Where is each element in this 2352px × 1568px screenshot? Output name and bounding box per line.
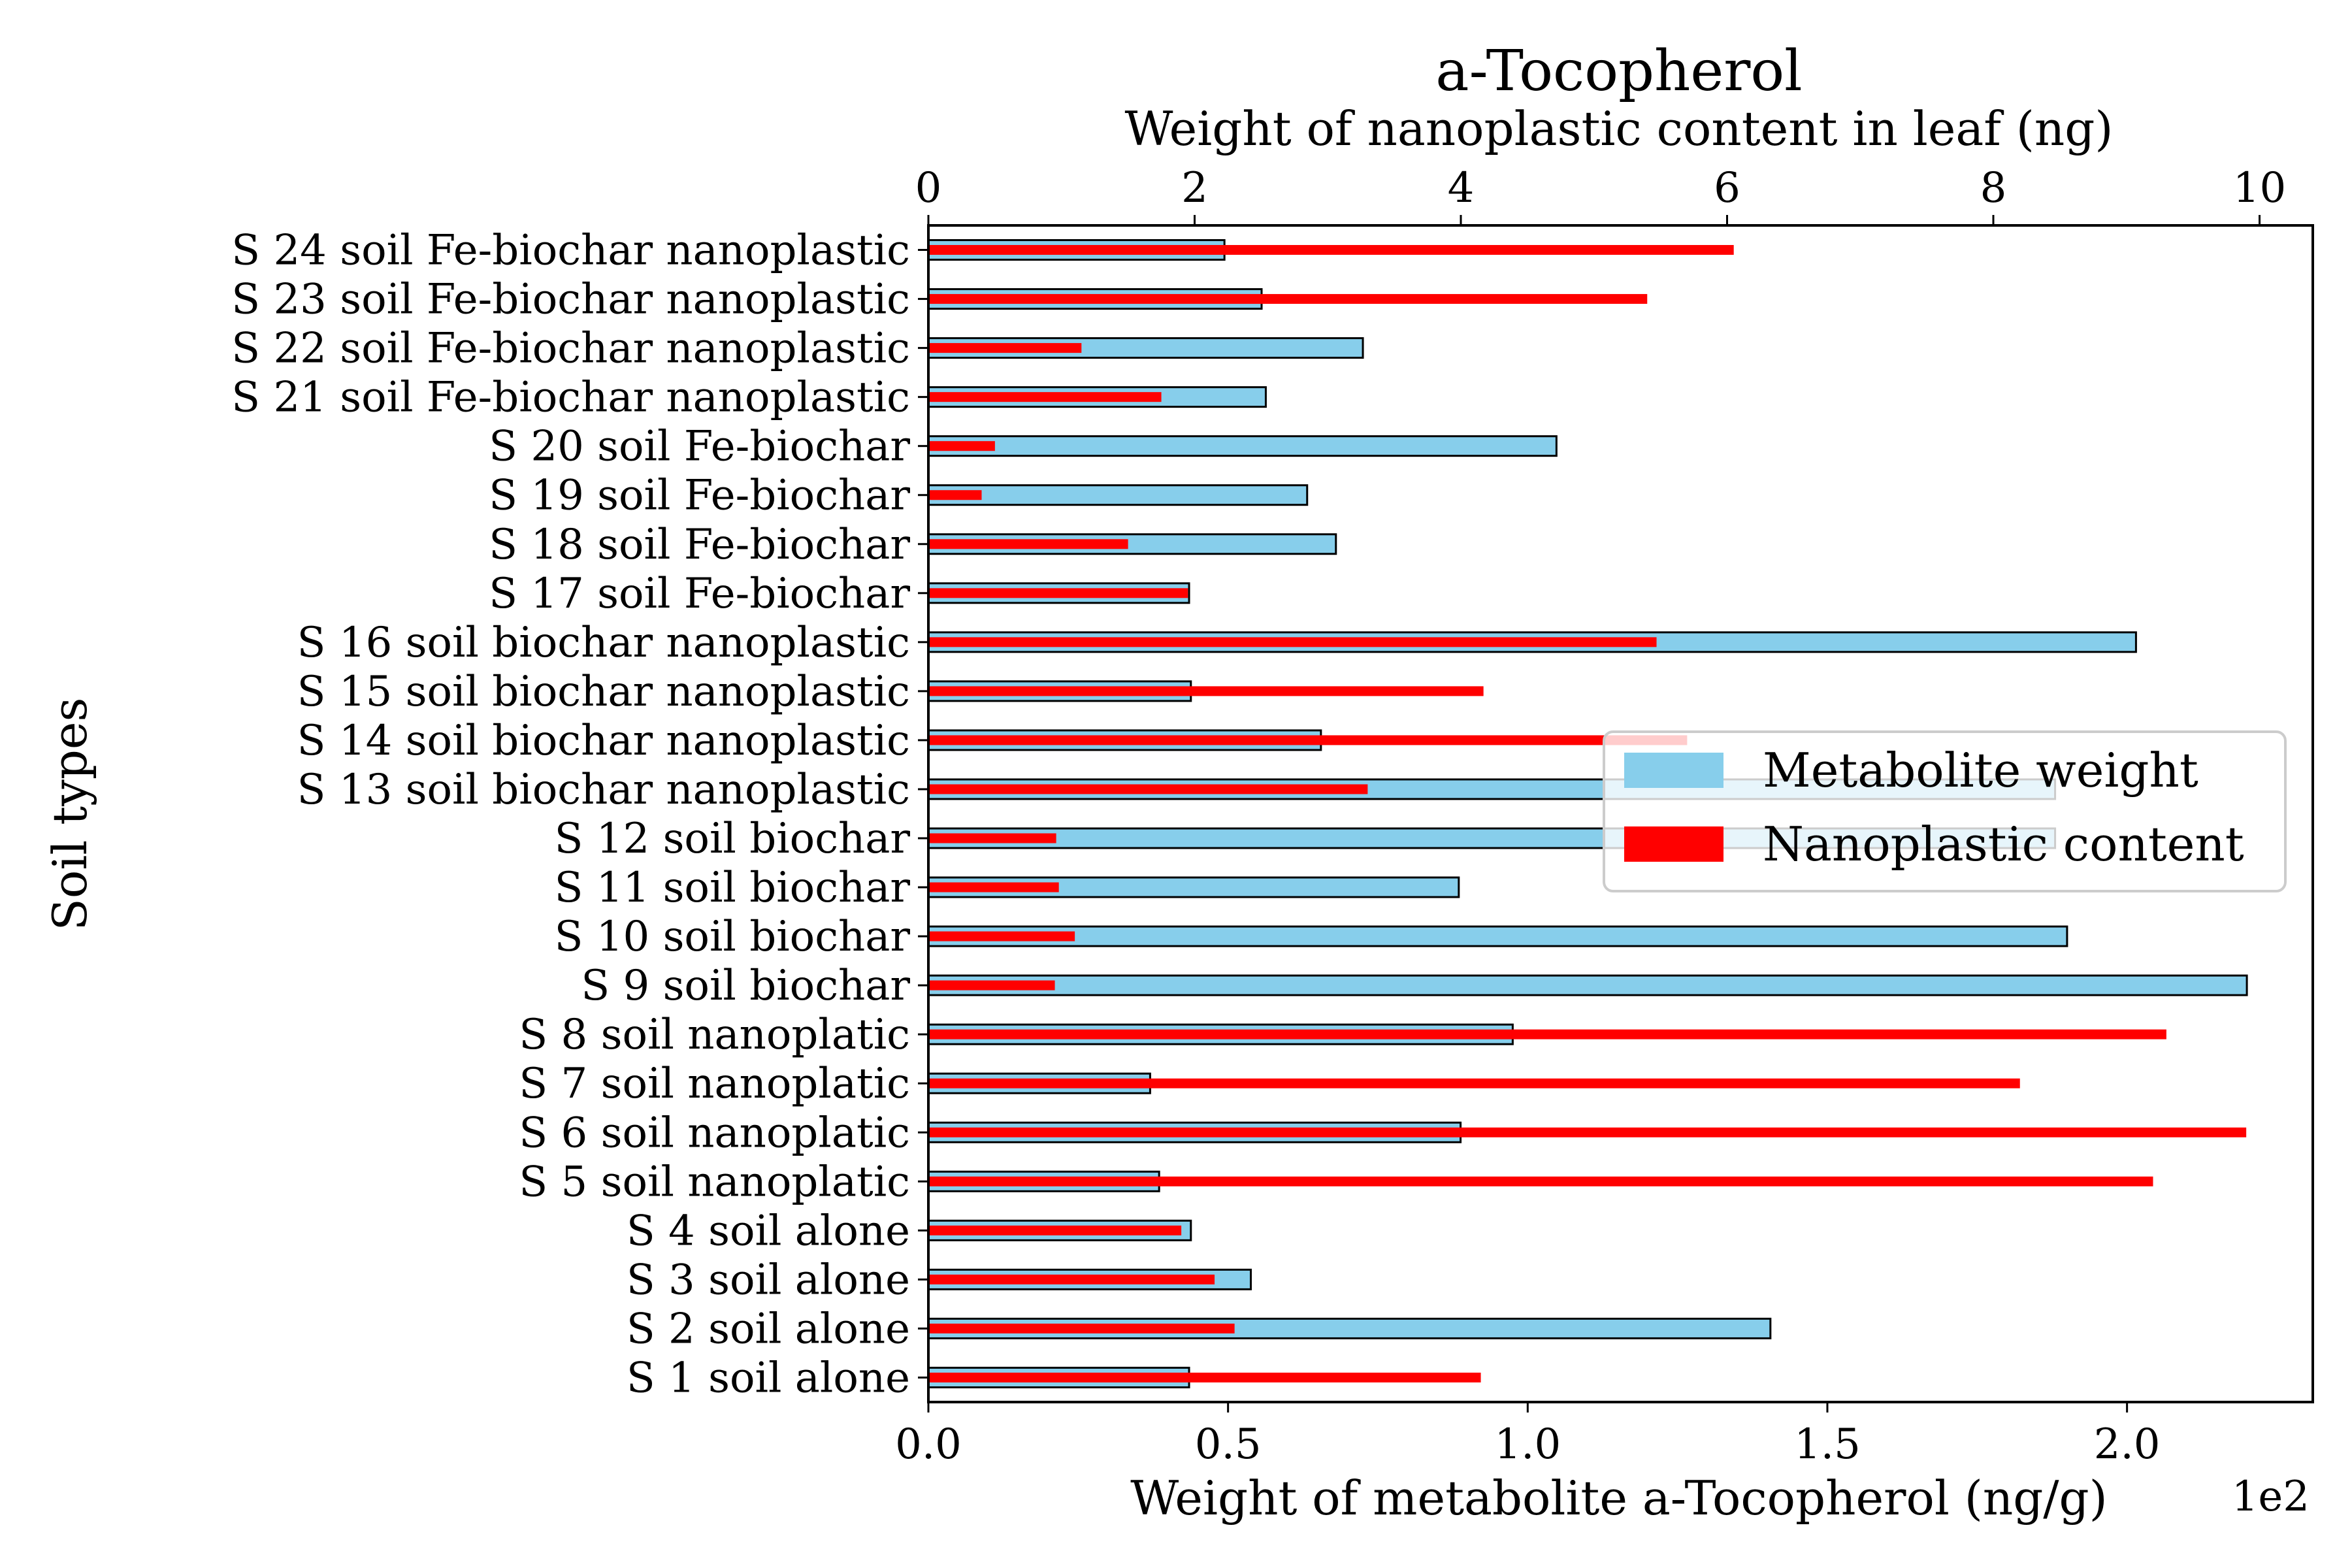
- bottom-axis: 0.0 0.5 1.0 1.5 2.0: [895, 1402, 2161, 1469]
- category-label: S 13 soil biochar nanoplastic: [297, 766, 910, 814]
- nanoplastic-bar: [928, 1078, 2020, 1088]
- nanoplastic-bar: [928, 931, 1075, 941]
- bottom-tick-label: 2.0: [2094, 1420, 2161, 1469]
- nanoplastic-bar: [928, 441, 995, 451]
- nanoplastic-bar: [928, 1127, 2247, 1137]
- category-label: S 21 soil Fe-biochar nanoplastic: [231, 374, 910, 422]
- category-label: S 4 soil alone: [627, 1207, 910, 1255]
- category-label: S 9 soil biochar: [581, 962, 910, 1010]
- nanoplastic-bar: [928, 1372, 1481, 1382]
- category-label: S 8 soil nanoplatic: [519, 1011, 910, 1059]
- category-label: S 22 soil Fe-biochar nanoplastic: [231, 325, 910, 373]
- category-label: S 15 soil biochar nanoplastic: [297, 668, 910, 716]
- category-label: S 1 soil alone: [627, 1354, 910, 1402]
- nanoplastic-bar: [928, 539, 1128, 549]
- bottom-tick-label: 1.5: [1794, 1420, 1861, 1469]
- nanoplastic-bar: [928, 686, 1484, 696]
- plot-frame: [927, 224, 2314, 1403]
- category-label: S 2 soil alone: [627, 1305, 910, 1353]
- nanoplastic-bar: [928, 784, 1368, 794]
- nanoplastic-bar: [928, 1176, 2153, 1186]
- metabolite-bar: [927, 484, 1309, 506]
- legend-label-nanoplastic: Nanoplastic content: [1763, 817, 2244, 872]
- category-label: S 3 soil alone: [627, 1256, 910, 1304]
- nanoplastic-bar: [928, 490, 982, 500]
- nanoplastic-bar: [928, 833, 1056, 843]
- metabolite-bar: [927, 925, 2068, 947]
- category-label: S 7 soil nanoplatic: [519, 1060, 910, 1108]
- bottom-axis-offset-label: 1e2: [2232, 1473, 2310, 1521]
- nanoplastic-bar: [928, 343, 1082, 353]
- top-axis-title: Weight of nanoplastic content in leaf (n…: [1125, 101, 2114, 156]
- legend-swatch-metabolite: [1624, 753, 1723, 788]
- bottom-axis-title: Weight of metabolite a-Tocopherol (ng/g): [1130, 1471, 2107, 1526]
- nanoplastic-bar: [928, 637, 1657, 647]
- bottom-tick-label: 0.0: [895, 1420, 962, 1469]
- top-tick-label: 4: [1448, 164, 1475, 212]
- category-label: S 12 soil biochar: [555, 815, 911, 863]
- legend-label-metabolite: Metabolite weight: [1763, 743, 2198, 798]
- legend-swatch-nanoplastic: [1624, 826, 1723, 862]
- top-tick-label: 0: [915, 164, 942, 212]
- category-label: S 18 soil Fe-biochar: [489, 521, 910, 569]
- category-label: S 23 soil Fe-biochar nanoplastic: [231, 276, 910, 324]
- nanoplastic-bar: [928, 245, 1734, 255]
- bottom-tick-label: 1.0: [1494, 1420, 1561, 1469]
- legend: Metabolite weight Nanoplastic content: [1603, 730, 2287, 892]
- top-tick-label: 6: [1714, 164, 1740, 212]
- category-label: S 20 soil Fe-biochar: [489, 423, 910, 471]
- nanoplastic-bar: [928, 735, 1688, 745]
- category-label: S 11 soil biochar: [555, 864, 911, 912]
- top-axis: 0 2 4 6 8 10: [915, 164, 2286, 225]
- category-label: S 10 soil biochar: [555, 913, 911, 961]
- category-label: S 24 soil Fe-biochar nanoplastic: [231, 227, 910, 275]
- category-label: S 14 soil biochar nanoplastic: [297, 717, 910, 765]
- category-label: S 17 soil Fe-biochar: [489, 570, 910, 618]
- category-label: S 6 soil nanoplatic: [519, 1109, 910, 1157]
- bottom-tick-label: 0.5: [1195, 1420, 1262, 1469]
- nanoplastic-bar: [928, 882, 1059, 892]
- nanoplastic-bar: [928, 1274, 1215, 1284]
- nanoplastic-bars: [928, 245, 2247, 1382]
- nanoplastic-bar: [928, 588, 1188, 598]
- top-tick-label: 8: [1980, 164, 2007, 212]
- nanoplastic-bar: [928, 294, 1648, 304]
- nanoplastic-bar: [928, 980, 1055, 990]
- category-label: S 19 soil Fe-biochar: [489, 472, 910, 520]
- metabolite-bar: [927, 974, 2248, 996]
- category-label: S 5 soil nanoplatic: [519, 1158, 910, 1206]
- nanoplastic-bar: [928, 1225, 1182, 1235]
- top-tick-label: 2: [1181, 164, 1208, 212]
- nanoplastic-bar: [928, 1029, 2166, 1039]
- top-tick-label: 10: [2233, 164, 2286, 212]
- nanoplastic-bar: [928, 1323, 1235, 1333]
- chart-title: a-Tocopherol: [1435, 39, 1802, 104]
- legend-frame: [1603, 730, 2287, 892]
- category-axis-title: Soil types: [42, 698, 97, 931]
- nanoplastic-bar: [928, 392, 1162, 402]
- category-label: S 16 soil biochar nanoplastic: [297, 619, 910, 667]
- metabolite-bar: [927, 435, 1558, 457]
